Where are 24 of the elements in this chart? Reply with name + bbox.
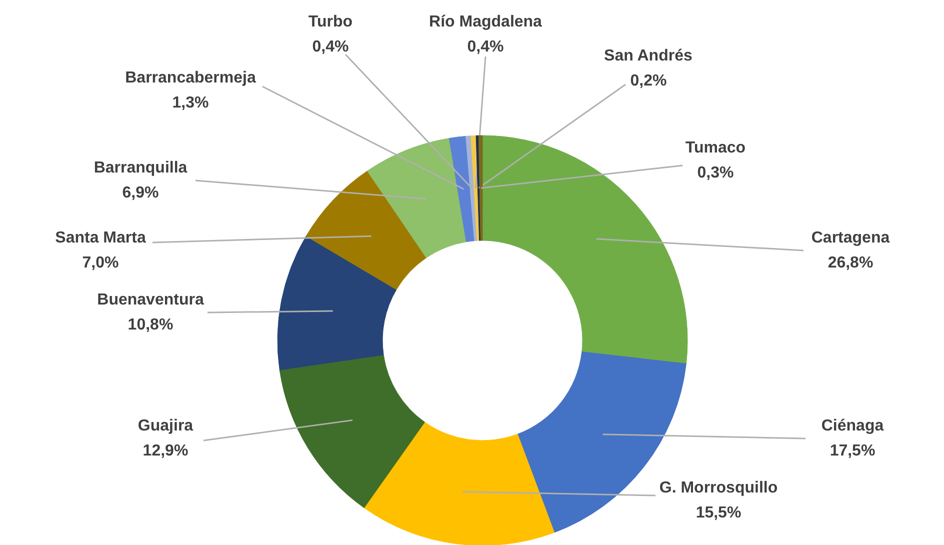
slice-label: Barranquilla	[94, 160, 188, 177]
slice-label: Turbo	[308, 14, 353, 31]
data-label: 6,9%	[122, 184, 159, 202]
slice-label: Río Magdalena	[429, 14, 542, 31]
slice-label: Guajira	[138, 418, 194, 435]
slice-label: Buenaventura	[97, 292, 204, 309]
data-label: 17,5%	[830, 442, 876, 460]
data-label: 12,9%	[142, 442, 188, 460]
data-label: 0,4%	[312, 38, 349, 56]
slice-label: San Andrés	[604, 48, 692, 65]
data-label: 0,3%	[697, 164, 734, 182]
data-label: 10,8%	[128, 316, 174, 334]
slice-label: Barrancabermeja	[125, 70, 256, 87]
slice-label: Cartagena	[811, 230, 890, 247]
slice-label: G. Morrosquillo	[659, 480, 778, 497]
slice-label: Tumaco	[685, 140, 746, 157]
data-label: 1,3%	[172, 94, 209, 112]
data-label: 0,4%	[467, 38, 504, 56]
data-label: 26,8%	[828, 254, 874, 272]
data-label: 0,2%	[630, 72, 667, 90]
slice-label: Santa Marta	[55, 230, 146, 247]
data-label: 15,5%	[696, 504, 742, 522]
data-label: 7,0%	[82, 254, 119, 272]
slice-label: Ciénaga	[821, 418, 884, 435]
